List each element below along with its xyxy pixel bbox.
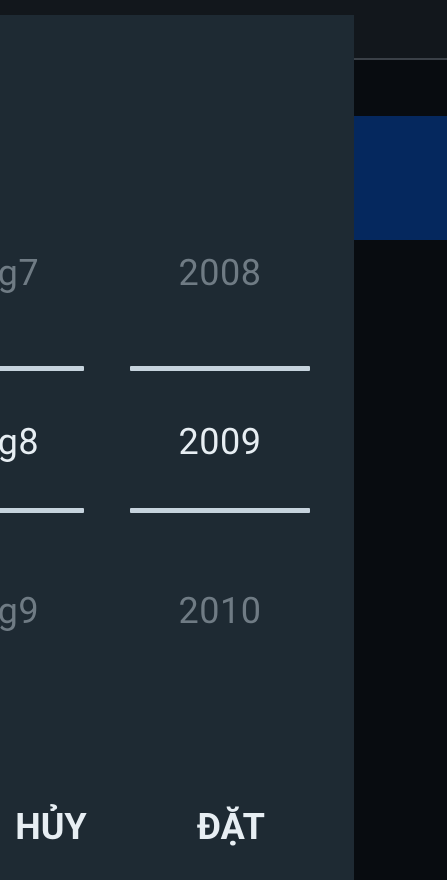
year-next-option[interactable]: 2010 [178, 590, 262, 632]
month-selected-option[interactable]: Tháng8 [0, 421, 40, 463]
year-selected-option[interactable]: 2009 [178, 421, 262, 463]
top-bar-divider [354, 58, 447, 60]
month-picker-column[interactable]: Tháng7 Tháng8 Tháng9 [0, 15, 84, 715]
month-next-option[interactable]: Tháng9 [0, 590, 40, 632]
set-button[interactable]: ĐẶT [197, 806, 265, 848]
cancel-button[interactable]: HỦY [15, 806, 87, 848]
dialog-actions: HỦY ĐẶT [0, 795, 354, 859]
app-accent-header [354, 116, 447, 240]
year-prev-option[interactable]: 2008 [178, 252, 262, 294]
year-selection-top-divider [130, 366, 310, 371]
month-selection-top-divider [0, 366, 84, 371]
month-year-picker-dialog: Tháng7 Tháng8 Tháng9 2008 2009 2010 HỦY … [0, 15, 354, 880]
month-prev-option[interactable]: Tháng7 [0, 252, 40, 294]
year-picker-column[interactable]: 2008 2009 2010 [130, 15, 310, 715]
month-selection-bottom-divider [0, 508, 84, 513]
year-selection-bottom-divider [130, 508, 310, 513]
